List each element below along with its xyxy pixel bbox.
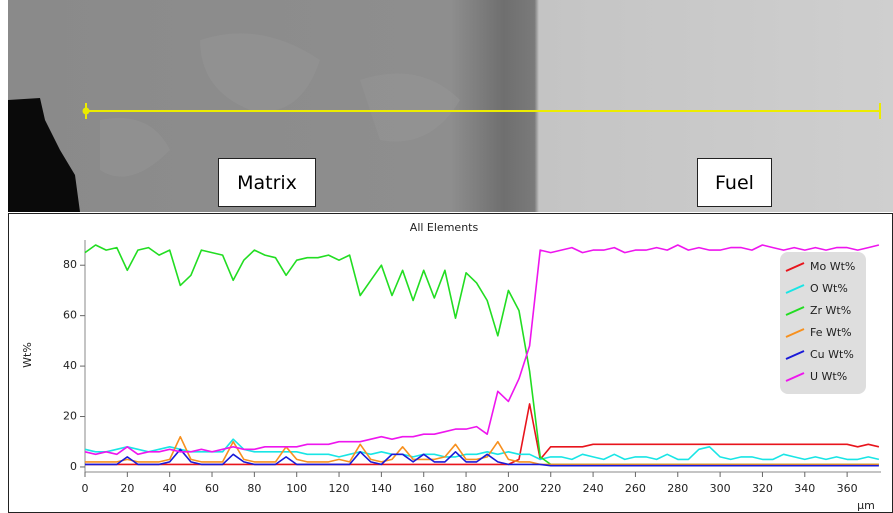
screenshot: All Elements Wt% µm 0 20 40 60 80 0 20 40 60 80 10… — [0, 0, 893, 513]
y-tick-label: 0 — [70, 460, 77, 473]
chart-title: All Elements — [410, 221, 479, 234]
x-tick-label: 0 — [82, 482, 89, 495]
y-tick-label: 20 — [63, 410, 77, 423]
x-tick-label: 360 — [837, 482, 858, 495]
x-tick-label: 260 — [625, 482, 646, 495]
x-tick-label: 20 — [120, 482, 134, 495]
figure: All Elements Wt% µm 0 20 40 60 80 0 20 40 60 80 10… — [0, 0, 893, 513]
legend-label: Zr Wt% — [810, 304, 851, 317]
x-tick-label: 300 — [710, 482, 731, 495]
x-tick-label: 80 — [247, 482, 261, 495]
chart-frame — [9, 214, 893, 513]
x-tick-label: 100 — [286, 482, 307, 495]
y-tick-label: 60 — [63, 309, 77, 322]
x-tick-label: 40 — [163, 482, 177, 495]
legend-label: Fe Wt% — [810, 326, 852, 339]
x-tick-label: 280 — [667, 482, 688, 495]
x-tick-label: 320 — [752, 482, 773, 495]
region-label: Matrix — [218, 158, 316, 207]
x-axis-label: µm — [857, 499, 875, 512]
legend-label: Cu Wt% — [810, 348, 854, 361]
x-tick-label: 200 — [498, 482, 519, 495]
y-tick-label: 80 — [63, 258, 77, 271]
y-tick-label: 40 — [63, 359, 77, 372]
x-tick-label: 60 — [205, 482, 219, 495]
region-label: Fuel — [697, 158, 772, 207]
x-tick-label: 120 — [329, 482, 350, 495]
y-axis-label: Wt% — [21, 342, 34, 368]
legend-label: Mo Wt% — [810, 260, 855, 273]
x-tick-label: 240 — [583, 482, 604, 495]
legend-label: U Wt% — [810, 370, 847, 383]
legend-label: O Wt% — [810, 282, 848, 295]
x-tick-label: 180 — [456, 482, 477, 495]
x-tick-label: 340 — [794, 482, 815, 495]
x-tick-label: 140 — [371, 482, 392, 495]
x-tick-label: 160 — [413, 482, 434, 495]
scan-point — [83, 108, 90, 115]
x-tick-label: 220 — [540, 482, 561, 495]
